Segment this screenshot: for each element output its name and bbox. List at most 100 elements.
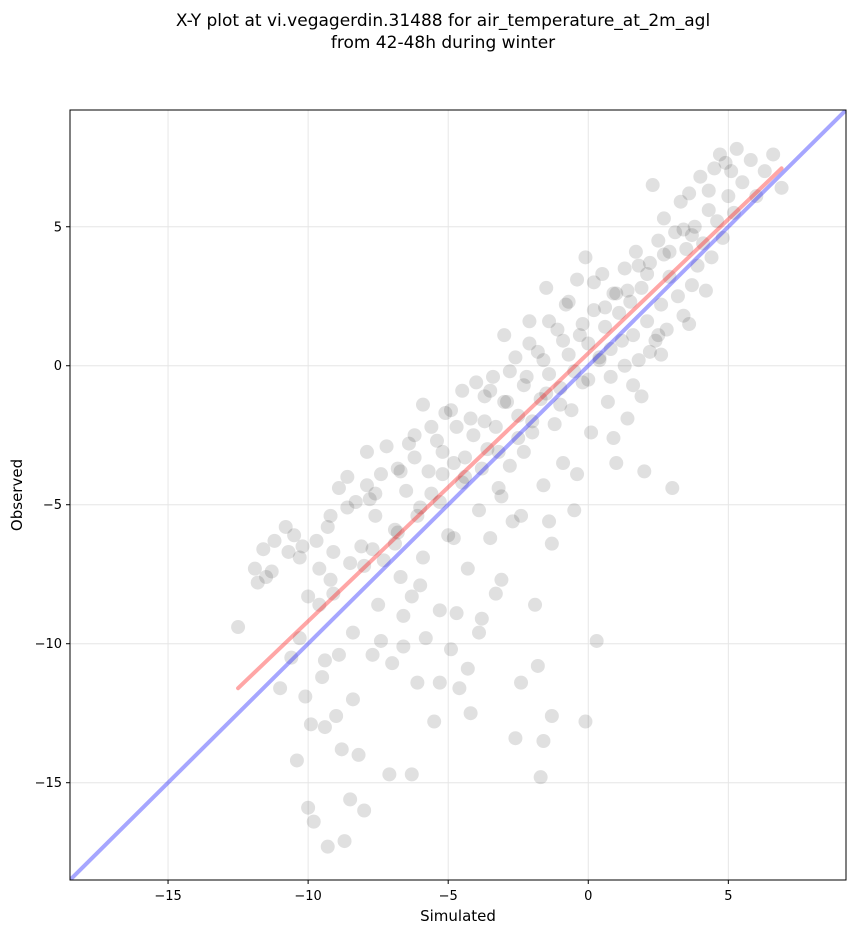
- y-ticks: −15 −10 −5 0 5: [35, 220, 70, 791]
- data-point: [497, 328, 512, 343]
- data-point: [656, 247, 671, 262]
- data-point: [410, 508, 425, 523]
- data-point: [592, 353, 607, 368]
- data-point: [542, 514, 557, 529]
- data-point: [438, 405, 453, 420]
- data-point: [393, 464, 408, 479]
- data-point: [606, 431, 621, 446]
- data-point: [351, 747, 366, 762]
- data-point: [421, 464, 436, 479]
- x-tick-label: 5: [724, 889, 732, 904]
- data-point: [472, 625, 487, 640]
- data-point: [598, 300, 613, 315]
- data-point: [303, 717, 318, 732]
- data-point: [519, 369, 534, 384]
- data-point: [530, 344, 545, 359]
- data-point: [561, 347, 576, 362]
- data-point: [600, 394, 615, 409]
- data-point: [586, 275, 601, 290]
- data-point: [483, 531, 498, 546]
- data-point: [329, 708, 344, 723]
- data-point: [343, 792, 358, 807]
- data-point: [393, 570, 408, 585]
- data-point: [637, 464, 652, 479]
- data-point: [634, 389, 649, 404]
- data-point: [522, 314, 537, 329]
- data-point: [567, 364, 582, 379]
- data-point: [301, 589, 316, 604]
- data-point: [357, 803, 372, 818]
- data-point: [443, 403, 458, 418]
- data-point: [281, 544, 296, 559]
- data-point: [460, 661, 475, 676]
- data-point: [553, 397, 568, 412]
- data-point: [735, 175, 750, 190]
- data-point: [687, 219, 702, 234]
- data-point: [631, 353, 646, 368]
- data-point: [491, 444, 506, 459]
- y-tick-label: −5: [43, 498, 62, 513]
- data-point: [320, 839, 335, 854]
- data-point: [522, 336, 537, 351]
- data-point: [536, 734, 551, 749]
- data-point: [463, 706, 478, 721]
- data-point: [718, 155, 733, 170]
- data-point: [407, 428, 422, 443]
- data-point: [726, 205, 741, 220]
- data-point: [710, 214, 725, 229]
- data-point: [365, 542, 380, 557]
- data-point: [609, 456, 624, 471]
- data-point: [396, 608, 411, 623]
- data-point: [337, 834, 352, 849]
- data-point: [595, 267, 610, 282]
- data-point: [491, 481, 506, 496]
- data-point: [292, 631, 307, 646]
- data-point: [486, 369, 501, 384]
- data-point: [362, 492, 377, 507]
- data-point: [413, 500, 428, 515]
- data-point: [435, 444, 450, 459]
- data-point: [427, 714, 442, 729]
- data-point: [385, 656, 400, 671]
- data-point: [432, 494, 447, 509]
- data-point: [606, 286, 621, 301]
- data-point: [317, 653, 332, 668]
- data-point: [682, 317, 697, 332]
- data-point: [273, 681, 288, 696]
- data-point: [572, 328, 587, 343]
- data-point: [766, 147, 781, 162]
- data-point: [379, 439, 394, 454]
- data-point: [684, 278, 699, 293]
- data-point: [477, 389, 492, 404]
- data-point: [399, 483, 414, 498]
- data-point: [575, 317, 590, 332]
- data-point: [581, 336, 596, 351]
- data-point: [312, 561, 327, 576]
- data-point: [575, 375, 590, 390]
- data-point: [749, 189, 764, 204]
- data-point: [390, 525, 405, 540]
- data-point: [668, 225, 683, 240]
- data-point: [508, 350, 523, 365]
- data-point: [432, 675, 447, 690]
- x-tick-label: −5: [439, 889, 458, 904]
- data-point: [331, 647, 346, 662]
- data-point: [654, 297, 669, 312]
- data-point: [645, 178, 660, 193]
- data-point: [345, 692, 360, 707]
- y-tick-label: −10: [35, 637, 62, 652]
- data-point: [455, 475, 470, 490]
- data-point: [530, 658, 545, 673]
- y-tick-label: −15: [35, 776, 62, 791]
- data-point: [455, 383, 470, 398]
- x-tick-label: 0: [584, 889, 592, 904]
- data-point: [603, 342, 618, 357]
- data-point: [651, 233, 666, 248]
- data-point: [357, 558, 372, 573]
- data-points: [231, 141, 789, 854]
- data-point: [348, 494, 363, 509]
- data-point: [267, 533, 282, 548]
- data-point: [508, 731, 523, 746]
- data-point: [415, 550, 430, 565]
- data-point: [376, 553, 391, 568]
